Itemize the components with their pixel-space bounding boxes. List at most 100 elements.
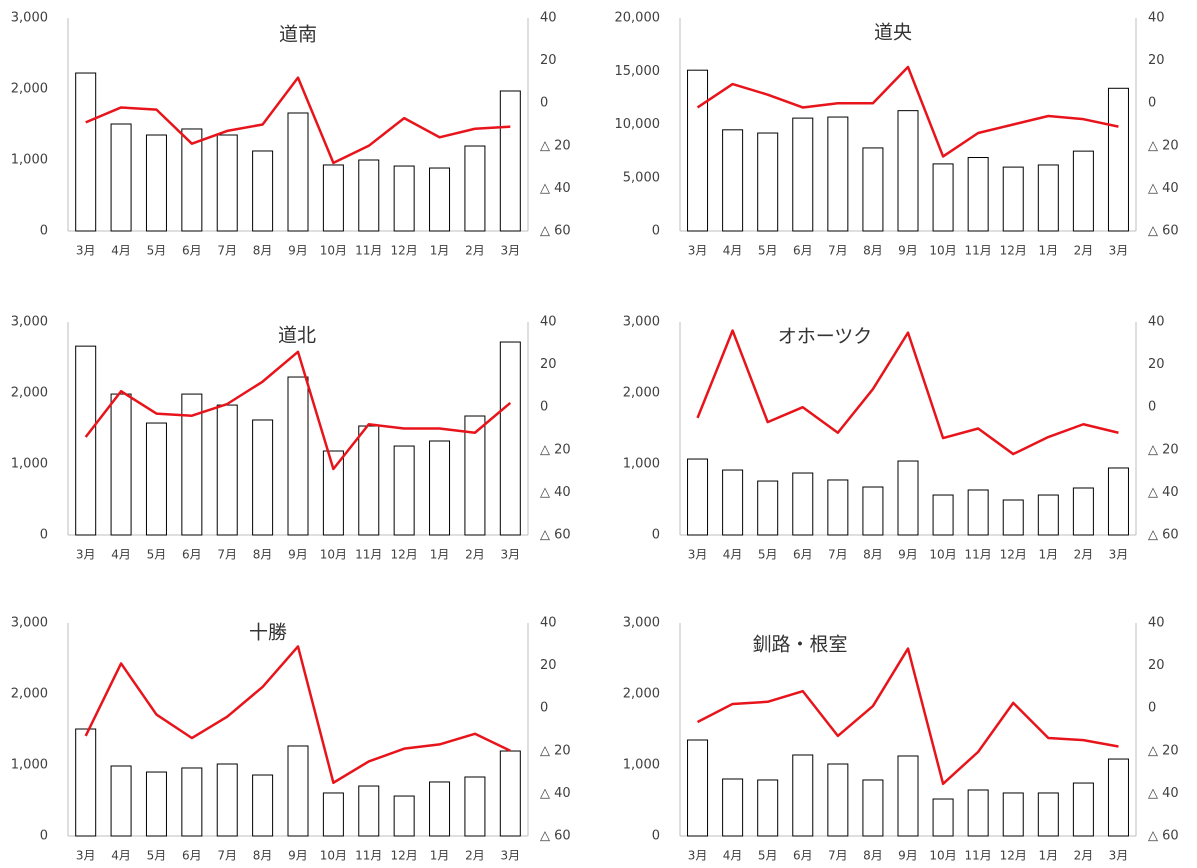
x-tick-label: 1月 xyxy=(1038,244,1058,258)
bar xyxy=(287,376,309,536)
bar xyxy=(862,779,884,837)
bar xyxy=(75,72,97,232)
x-tick-label: 6月 xyxy=(182,548,202,562)
bar xyxy=(358,425,380,536)
x-tick-label: 7月 xyxy=(217,548,237,562)
x-tick-label: 5月 xyxy=(758,849,778,863)
bar xyxy=(145,771,167,837)
x-tick-label: 10月 xyxy=(320,849,347,863)
y-tick-label: 1,000 xyxy=(623,457,660,472)
y2-tick-label: 20 xyxy=(1148,357,1165,372)
x-tick-label: 4月 xyxy=(111,548,131,562)
bar xyxy=(687,739,709,837)
x-tick-label: 2月 xyxy=(465,548,485,562)
bar xyxy=(464,415,486,536)
y2-tick-label: △ 60 xyxy=(1148,829,1179,844)
y2-tick-label: 0 xyxy=(1148,400,1156,415)
y-tick-label: 0 xyxy=(40,829,48,844)
y-tick-label: 2,000 xyxy=(11,687,48,702)
x-tick-label: 4月 xyxy=(723,849,743,863)
x-tick-label: 12月 xyxy=(391,849,418,863)
x-tick-label: 2月 xyxy=(1074,244,1094,258)
y2-tick-label: △ 20 xyxy=(540,138,571,153)
y2-tick-label: △ 20 xyxy=(540,442,571,457)
bar xyxy=(1107,87,1129,232)
y2-tick-label: 0 xyxy=(540,400,548,415)
bar xyxy=(1002,166,1024,232)
x-tick-label: 7月 xyxy=(828,244,848,258)
bar xyxy=(75,728,97,837)
y2-tick-label: 0 xyxy=(540,701,548,716)
x-tick-label: 1月 xyxy=(430,244,450,258)
x-tick-label: 8月 xyxy=(863,849,883,863)
bar xyxy=(757,480,779,536)
bar xyxy=(110,123,132,232)
y2-tick-label: △ 40 xyxy=(1148,181,1179,196)
y-tick-label: 2,000 xyxy=(11,82,48,97)
x-tick-label: 4月 xyxy=(723,244,743,258)
y2-tick-label: 20 xyxy=(1148,658,1165,673)
y-tick-label: 10,000 xyxy=(615,117,661,132)
y2-tick-label: 20 xyxy=(540,53,557,68)
y2-tick-label: 0 xyxy=(1148,96,1156,111)
x-tick-label: 9月 xyxy=(898,849,918,863)
bar xyxy=(722,469,744,536)
x-tick-label: 5月 xyxy=(758,548,778,562)
y2-tick-label: △ 20 xyxy=(1148,138,1179,153)
bar xyxy=(932,163,954,232)
y-tick-label: 3,000 xyxy=(11,315,48,330)
bar xyxy=(827,479,849,536)
bar xyxy=(967,157,989,232)
x-tick-label: 7月 xyxy=(828,548,848,562)
x-tick-label: 11月 xyxy=(355,849,382,863)
y-tick-label: 1,000 xyxy=(11,758,48,773)
bar xyxy=(792,117,814,232)
x-tick-label: 10月 xyxy=(929,548,956,562)
x-tick-label: 9月 xyxy=(898,548,918,562)
x-tick-label: 9月 xyxy=(898,244,918,258)
bar xyxy=(827,763,849,837)
bar xyxy=(722,129,744,232)
x-tick-label: 11月 xyxy=(355,548,382,562)
bar xyxy=(897,460,919,536)
line xyxy=(696,65,1119,158)
y2-tick-label: △ 40 xyxy=(1148,786,1179,801)
bar xyxy=(1037,494,1059,536)
y-tick-label: 3,000 xyxy=(623,315,660,330)
y2-tick-label: △ 40 xyxy=(1148,485,1179,500)
bar xyxy=(464,145,486,232)
bar xyxy=(932,798,954,837)
y2-tick-label: 40 xyxy=(1148,11,1165,26)
x-tick-label: 5月 xyxy=(758,244,778,258)
bar xyxy=(967,789,989,837)
y-tick-label: 3,000 xyxy=(11,616,48,631)
x-tick-label: 5月 xyxy=(147,548,167,562)
chart-title: オホーツク xyxy=(778,326,873,348)
y2-tick-label: △ 60 xyxy=(1148,224,1179,239)
x-tick-label: 6月 xyxy=(793,548,813,562)
bar xyxy=(1037,792,1059,837)
bar xyxy=(181,128,203,232)
chart-title: 道央 xyxy=(874,22,912,44)
bar xyxy=(827,116,849,232)
x-tick-label: 6月 xyxy=(182,849,202,863)
x-tick-label: 2月 xyxy=(465,244,485,258)
y-tick-label: 0 xyxy=(40,528,48,543)
x-tick-label: 3月 xyxy=(76,244,96,258)
bar xyxy=(252,774,274,837)
x-tick-label: 7月 xyxy=(217,244,237,258)
bar xyxy=(322,792,344,837)
bar xyxy=(393,445,415,536)
y2-tick-label: 0 xyxy=(1148,701,1156,716)
x-tick-label: 3月 xyxy=(76,548,96,562)
chart-title: 釧路・根室 xyxy=(752,634,847,656)
x-tick-label: 8月 xyxy=(253,244,273,258)
bar xyxy=(897,755,919,837)
x-tick-label: 9月 xyxy=(288,244,308,258)
y2-tick-label: 40 xyxy=(1148,315,1165,330)
line xyxy=(85,76,511,165)
y2-tick-label: △ 20 xyxy=(1148,743,1179,758)
x-tick-label: 10月 xyxy=(320,244,347,258)
bar xyxy=(358,159,380,232)
